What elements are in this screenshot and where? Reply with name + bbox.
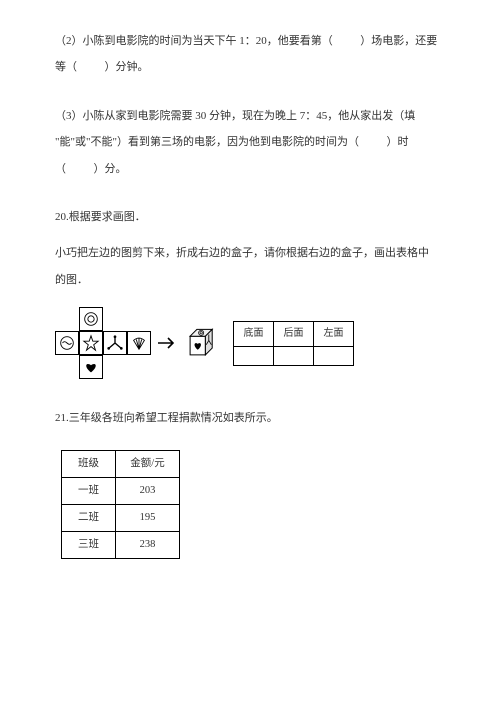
cube-3d [185,326,219,360]
cell-back [274,346,314,365]
table-row: 三班 238 [62,531,180,558]
q20-title: 20.根据要求画图． [55,204,445,230]
q2-text-d: ）分钟。 [105,61,149,73]
header-left: 左面 [314,321,354,346]
table-row: 二班 195 [62,504,180,531]
cube-unfold [55,307,151,379]
q2-blank-2 [80,61,102,73]
cell-class: 一班 [62,477,116,504]
q20-desc: 小巧把左边的图剪下来，折成右边的盒子，请你根据右边的盒子，画出表格中 的图． [55,240,445,293]
header-bottom: 底面 [234,321,274,346]
q2-text-a: （2）小陈到电影院的时间为当天下午 1：20，他要看第（ [55,35,333,47]
cell-bottom [234,346,274,365]
side-table: 底面 后面 左面 [233,321,354,366]
face-left [55,331,79,355]
face-heart [79,355,103,379]
header-back: 后面 [274,321,314,346]
q20-desc-b: 的图． [55,274,88,286]
question-2: （2）小陈到电影院的时间为当天下午 1：20，他要看第（ ）场电影，还要 等（ … [55,28,445,81]
face-star [79,331,103,355]
th-amount: 金额/元 [116,450,180,477]
cell-class: 三班 [62,531,116,558]
q3-text-d: （ [55,163,66,175]
face-top [79,307,103,331]
arrow-icon [157,336,179,350]
th-class: 班级 [62,450,116,477]
cell-class: 二班 [62,504,116,531]
cell-left [314,346,354,365]
cell-amount: 195 [116,504,180,531]
donation-table: 班级 金额/元 一班 203 二班 195 三班 238 [61,450,180,559]
table-row: 一班 203 [62,477,180,504]
cell-amount: 238 [116,531,180,558]
cell-amount: 203 [116,477,180,504]
q20-figure: 底面 后面 左面 [55,307,445,379]
question-3: （3）小陈从家到电影院需要 30 分钟，现在为晚上 7：45，他从家出发（填 "… [55,103,445,182]
q2-text-c: 等（ [55,61,77,73]
q2-text-b: ）场电影，还要 [360,35,437,47]
q3-text-a: （3）小陈从家到电影院需要 30 分钟，现在为晚上 7：45，他从家出发（填 [55,110,415,122]
q2-blank-1 [336,35,358,47]
q3-blank-2 [69,163,91,175]
face-tri [103,331,127,355]
face-shell [127,331,151,355]
q3-blank-1 [362,136,384,148]
q3-text-b: "能"或"不能"）看到第三场的电影，因为他到电影院的时间为（ [55,136,359,148]
q3-text-e: ）分。 [94,163,127,175]
q21-title: 21.三年级各班向希望工程捐款情况如表所示。 [55,405,445,431]
q20-desc-a: 小巧把左边的图剪下来，折成右边的盒子，请你根据右边的盒子，画出表格中 [55,247,429,259]
q3-text-c: ）时 [386,136,408,148]
